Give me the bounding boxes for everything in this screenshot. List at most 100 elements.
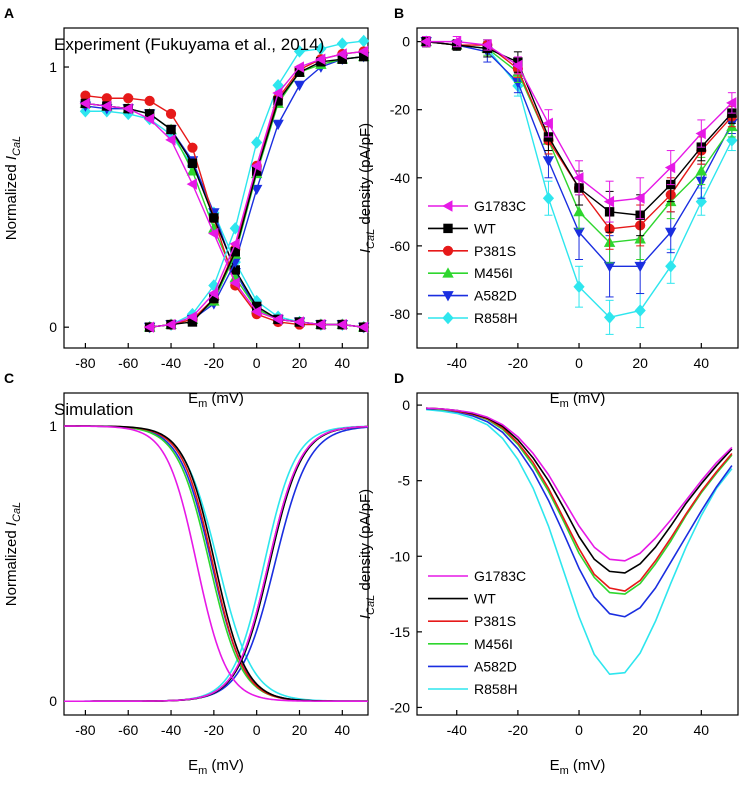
- y-tick-label: 0: [402, 34, 410, 50]
- data-point: [186, 311, 197, 323]
- y-tick-label: 0: [49, 319, 57, 335]
- x-tick-label: 0: [575, 355, 583, 371]
- data-point: [573, 172, 584, 184]
- panel-label-c: C: [4, 370, 14, 386]
- data-point: [665, 260, 677, 273]
- data-point: [336, 318, 347, 331]
- legend-marker: [442, 200, 453, 212]
- data-point: [186, 178, 197, 190]
- x-tick-label: 40: [335, 355, 351, 371]
- inactivation-curve: [63, 425, 368, 703]
- data-point: [336, 48, 347, 60]
- x-axis-label: Em (mV): [188, 390, 244, 410]
- curve-p381s: [63, 425, 369, 703]
- legend-label: A582D: [474, 658, 517, 674]
- data-point: [542, 117, 553, 130]
- series-line: [85, 102, 364, 328]
- curve-r858h: [64, 425, 369, 703]
- data-point: [695, 165, 708, 176]
- data-point: [634, 304, 646, 317]
- series-line: [426, 407, 733, 562]
- data-point: [315, 53, 326, 65]
- x-tick-label: 0: [575, 722, 583, 738]
- data-point: [512, 59, 523, 72]
- x-tick-label: -20: [204, 722, 224, 738]
- data-point: [293, 316, 304, 328]
- legend-label: P381S: [474, 243, 516, 259]
- data-point: [187, 142, 198, 153]
- x-tick-label: -20: [204, 355, 224, 371]
- series-g1783c: [420, 35, 737, 223]
- data-point: [165, 108, 177, 119]
- legend-entry-a582d: A582D: [428, 288, 517, 304]
- legend-entry-wt: WT: [428, 220, 496, 236]
- legend-marker: [443, 223, 453, 234]
- data-point: [420, 35, 431, 48]
- data-point: [250, 160, 262, 172]
- x-tick-label: -20: [508, 722, 528, 738]
- curve-g1783c: [63, 425, 369, 703]
- x-tick-label: -60: [118, 355, 138, 371]
- legend-marker: [442, 245, 454, 256]
- data-point: [251, 136, 263, 149]
- legend-entry-a582d: A582D: [428, 658, 517, 674]
- y-tick-label: -20: [390, 102, 410, 118]
- activation-curve: [64, 425, 369, 703]
- data-point: [450, 35, 462, 48]
- y-tick-label: -15: [390, 624, 410, 640]
- series-a582d: [426, 408, 733, 618]
- series-line: [85, 102, 364, 328]
- legend-label: G1783C: [474, 198, 526, 214]
- legend-marker: [442, 291, 454, 302]
- axes-frame-c: [63, 392, 369, 716]
- panel-label-b: B: [394, 5, 404, 21]
- legend-marker: [442, 311, 454, 325]
- legend-entry-g1783c: G1783C: [428, 198, 526, 214]
- inactivation-curve: [64, 425, 369, 703]
- inactivation-curve: [63, 425, 368, 703]
- legend-label: A582D: [474, 288, 517, 304]
- data-point: [229, 222, 241, 235]
- series-activation-r858h: [144, 34, 370, 334]
- panel-label-a: A: [4, 5, 14, 21]
- data-point: [357, 321, 369, 333]
- experiment-annotation: Experiment (Fukuyama et al., 2014): [54, 35, 324, 54]
- data-point: [726, 134, 738, 147]
- data-point: [358, 34, 370, 48]
- series-g1783c: [426, 407, 733, 562]
- y-axis-label: Normalized ICaL: [3, 136, 23, 240]
- x-tick-label: -40: [447, 722, 467, 738]
- data-point: [634, 261, 646, 273]
- legend-entry-r858h: R858H: [428, 681, 518, 697]
- x-tick-label: 40: [694, 355, 710, 371]
- inactivation-curve: [64, 425, 369, 703]
- y-axis-label: Normalized ICaL: [3, 502, 23, 606]
- data-point: [665, 227, 677, 239]
- panel-a: -80 -60 -40 -20 0 20 40 0 1 Normalized ICaL Em (mV…: [3, 27, 370, 410]
- data-point: [79, 97, 90, 110]
- x-tick-label: 20: [292, 355, 308, 371]
- legend-label: M456I: [474, 636, 513, 652]
- data-point: [250, 184, 263, 196]
- y-tick-label: -20: [390, 699, 410, 715]
- series-line: [85, 105, 364, 328]
- y-tick-label: -60: [390, 238, 410, 254]
- x-tick-label: 40: [694, 722, 710, 738]
- legend-entry-p381s: P381S: [428, 613, 516, 629]
- data-point: [293, 80, 306, 92]
- data-point: [165, 134, 176, 146]
- legend-entry-m456i: M456I: [428, 636, 513, 652]
- curve-wt: [64, 425, 369, 703]
- y-tick-label: -40: [390, 170, 410, 186]
- y-tick-label: 0: [49, 693, 57, 709]
- data-point: [166, 124, 176, 135]
- series-line: [426, 408, 733, 618]
- data-point: [695, 127, 706, 140]
- data-point: [100, 100, 112, 112]
- series-r858h: [426, 408, 733, 675]
- series-inactivation-g1783c: [79, 97, 369, 333]
- y-tick-label: -80: [390, 306, 410, 322]
- inactivation-curve: [64, 425, 369, 703]
- x-tick-label: -40: [161, 722, 181, 738]
